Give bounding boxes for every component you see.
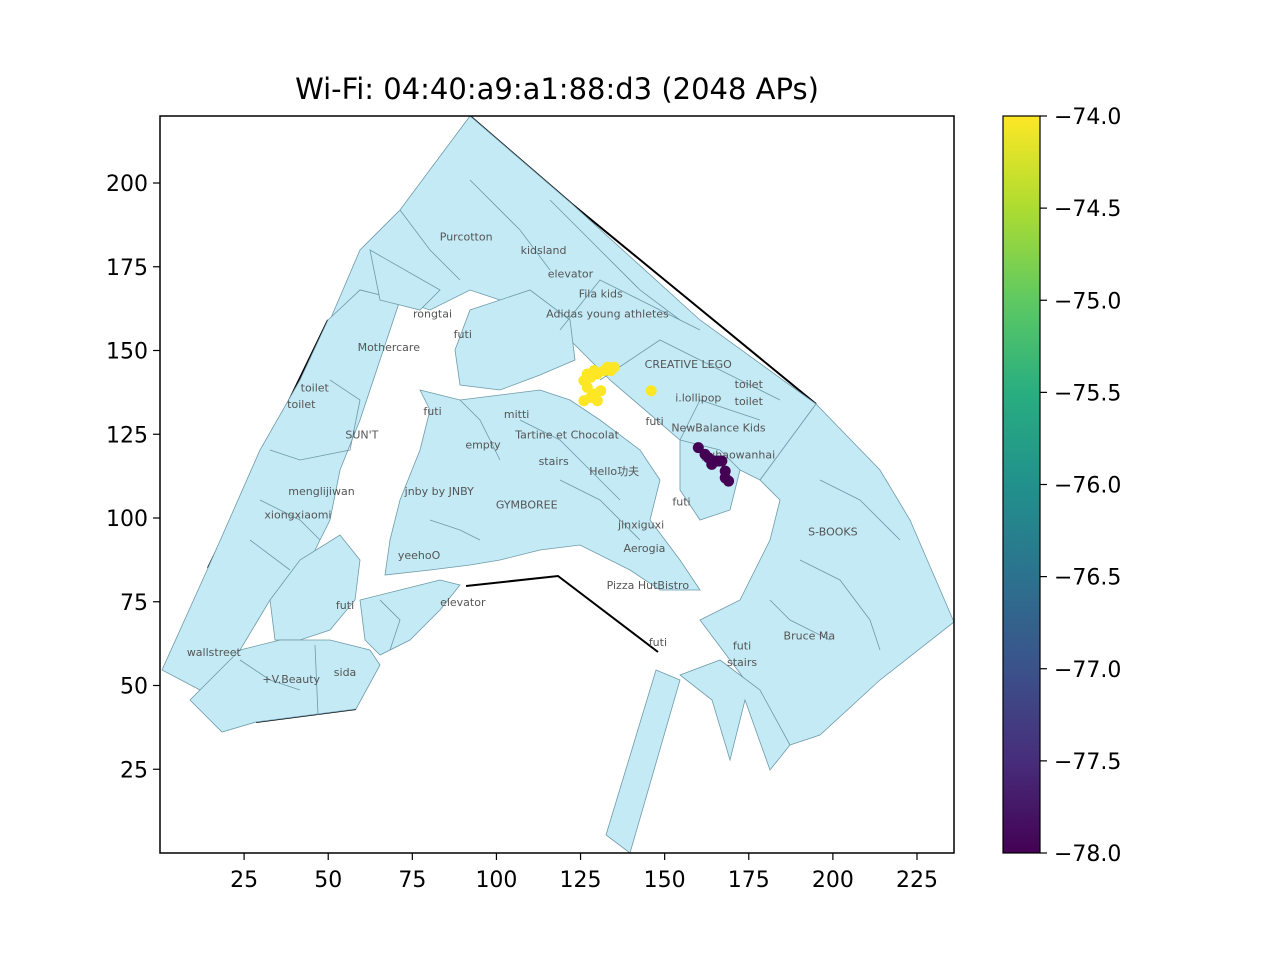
x-tick-label: 200 bbox=[812, 868, 854, 893]
shop-label: Adidas young athletes bbox=[546, 308, 669, 321]
data-point bbox=[578, 395, 590, 407]
shop-label: Mothercare bbox=[358, 341, 421, 354]
shop-label: Bruce Ma bbox=[784, 629, 836, 642]
colorbar-tick-label: −77.5 bbox=[1054, 750, 1121, 775]
shop-label: toilet bbox=[735, 378, 764, 391]
shop-label: futi bbox=[454, 328, 472, 341]
shop-label: futi bbox=[423, 405, 441, 418]
x-tick-label: 175 bbox=[728, 868, 770, 893]
shop-label: S-BOOKS bbox=[808, 525, 857, 538]
shop-block-center bbox=[384, 389, 701, 591]
colorbar-tick-label: −76.0 bbox=[1054, 474, 1121, 499]
shop-block-northwest bbox=[369, 249, 441, 311]
x-tick-label: 100 bbox=[475, 868, 517, 893]
shop-label: futi bbox=[645, 415, 663, 428]
x-axis: 25 50 75 100 125 150 175 200 225 bbox=[230, 853, 938, 893]
building-outline-courtyard bbox=[465, 574, 659, 653]
floor-map bbox=[161, 116, 954, 853]
shop-label: kidsland bbox=[521, 244, 567, 257]
shop-label: futi bbox=[672, 495, 690, 508]
x-tick-label: 50 bbox=[314, 868, 342, 893]
shop-label: futi bbox=[649, 636, 667, 649]
x-tick-label: 25 bbox=[230, 868, 258, 893]
shop-label: elevator bbox=[548, 267, 594, 280]
colorbar-tick-label: −74.5 bbox=[1054, 197, 1121, 222]
shop-label: xiongxiaomi bbox=[264, 509, 331, 522]
shop-label: NewBalance Kids bbox=[671, 422, 766, 435]
shop-label: Aerogia bbox=[624, 542, 666, 555]
shop-block-south-east bbox=[679, 659, 791, 771]
colorbar-tick-label: −78.0 bbox=[1054, 842, 1121, 867]
colorbar-tick-label: −77.0 bbox=[1054, 658, 1121, 683]
shop-label: stairs bbox=[539, 455, 569, 468]
shop-label: futi bbox=[733, 639, 751, 652]
data-point bbox=[716, 455, 728, 467]
shop-label: stairs bbox=[727, 656, 757, 669]
plot-area: Purcotton kidsland elevator Fila kids Adidas… bbox=[159, 115, 955, 854]
shop-label: jnby by JNBY bbox=[404, 485, 474, 498]
shop-label: i.lollipop bbox=[675, 391, 721, 404]
shop-dividers bbox=[239, 179, 901, 716]
colorbar-tick-label: −74.0 bbox=[1054, 105, 1121, 130]
shop-block-center-island bbox=[454, 289, 576, 391]
data-point bbox=[723, 475, 735, 487]
shop-label: SUN'T bbox=[345, 428, 378, 441]
plot-frame bbox=[159, 115, 955, 854]
y-tick-label: 175 bbox=[106, 256, 148, 281]
colorbar-tick-label: −75.5 bbox=[1054, 381, 1121, 406]
colorbar-tick-label: −76.5 bbox=[1054, 566, 1121, 591]
shop-label: mitti bbox=[504, 408, 529, 421]
y-tick-label: 150 bbox=[106, 340, 148, 365]
shop-label: elevator bbox=[440, 596, 486, 609]
shop-label: Hello功夫 bbox=[589, 465, 639, 478]
shop-label: futi bbox=[336, 599, 354, 612]
data-point bbox=[591, 395, 603, 407]
scatter-points bbox=[578, 361, 735, 487]
shop-label: +V.Beauty bbox=[262, 673, 320, 686]
shop-label: jinxiguxi bbox=[617, 519, 664, 532]
corridor-south bbox=[605, 669, 681, 853]
data-point bbox=[608, 361, 620, 373]
y-tick-label: 75 bbox=[120, 591, 148, 616]
shop-labels: Purcotton kidsland elevator Fila kids Adidas… bbox=[187, 231, 858, 686]
data-point bbox=[581, 381, 593, 393]
colorbar-gradient bbox=[1002, 115, 1041, 854]
shop-label: wallstreet bbox=[187, 646, 242, 659]
y-tick-label: 50 bbox=[120, 675, 148, 700]
colorbar: −74.0 −74.5 −75.0 −75.5 −76.0 −76.5 −77.0 −77.5… bbox=[1002, 105, 1121, 867]
shop-label: empty bbox=[465, 438, 501, 451]
shop-label: GYMBOREE bbox=[496, 499, 558, 512]
y-tick-label: 25 bbox=[120, 758, 148, 783]
chart-title: Wi-Fi: 04:40:a9:a1:88:d3 (2048 APs) bbox=[295, 72, 819, 106]
data-point bbox=[645, 385, 657, 397]
x-tick-label: 150 bbox=[644, 868, 686, 893]
shop-label: CREATIVE LEGO bbox=[645, 358, 732, 371]
shop-label: Fila kids bbox=[579, 288, 623, 301]
y-axis: 25 50 75 100 125 150 175 200 bbox=[106, 172, 160, 783]
shop-label: rongtai bbox=[413, 308, 452, 321]
colorbar-ticks: −74.0 −74.5 −75.0 −75.5 −76.0 −76.5 −77.0 −77.5… bbox=[1040, 105, 1121, 867]
colorbar-tick-label: −75.0 bbox=[1054, 289, 1121, 314]
shop-block-south-middle bbox=[359, 579, 461, 656]
shop-label: sida bbox=[334, 666, 357, 679]
shop-label: toilet bbox=[287, 398, 316, 411]
shop-label: yeehoO bbox=[398, 549, 441, 562]
y-tick-label: 200 bbox=[106, 172, 148, 197]
shop-label: menglijiwan bbox=[288, 485, 354, 498]
shop-block-southwest bbox=[189, 639, 381, 733]
x-tick-label: 225 bbox=[896, 868, 938, 893]
y-tick-label: 100 bbox=[106, 507, 148, 532]
shop-label: toilet bbox=[301, 381, 330, 394]
x-tick-label: 75 bbox=[398, 868, 426, 893]
shop-label: toilet bbox=[735, 395, 764, 408]
shop-label: Tartine et Chocolat bbox=[514, 428, 619, 441]
data-point bbox=[706, 458, 718, 470]
y-tick-label: 125 bbox=[106, 423, 148, 448]
x-tick-label: 125 bbox=[560, 868, 602, 893]
data-point bbox=[692, 442, 704, 454]
shop-label: Pizza HutBistro bbox=[607, 579, 690, 592]
shop-label: Purcotton bbox=[440, 231, 493, 244]
